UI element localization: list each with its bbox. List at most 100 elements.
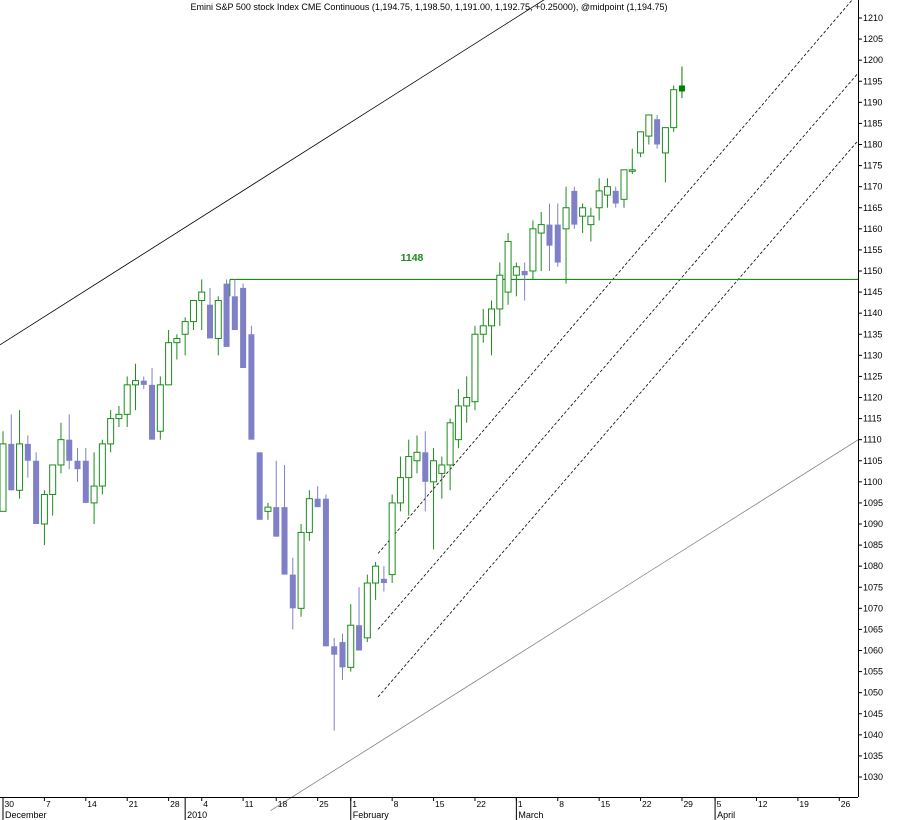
candle xyxy=(512,262,520,297)
candle xyxy=(248,325,255,440)
price-tick-label: 1210 xyxy=(863,13,883,23)
candle xyxy=(637,131,645,158)
candle-body xyxy=(256,452,263,520)
candle-body xyxy=(405,456,413,479)
price-tick-label: 1030 xyxy=(863,772,883,782)
channel-lower-dashed xyxy=(377,140,859,698)
candle-body xyxy=(198,291,206,302)
candle xyxy=(339,633,346,681)
lower-trend-line xyxy=(270,439,859,812)
candle-body xyxy=(289,574,296,609)
candle xyxy=(289,557,296,630)
candle-body xyxy=(98,443,106,487)
price-tick-label: 1180 xyxy=(863,140,882,150)
candle xyxy=(504,233,512,305)
price-tick-label: 1045 xyxy=(863,709,883,719)
candle xyxy=(405,439,413,516)
candle xyxy=(488,300,496,356)
date-tick-label: 26 xyxy=(841,799,851,809)
candle xyxy=(562,186,570,284)
candle xyxy=(149,367,156,440)
candle xyxy=(356,587,363,651)
level-label: 1148 xyxy=(401,252,424,264)
price-tick-label: 1060 xyxy=(863,646,883,656)
date-tick-label: 18 xyxy=(278,799,288,809)
date-tick-label: 30 xyxy=(5,799,15,809)
candle xyxy=(372,561,380,600)
price-tick-label: 1130 xyxy=(863,350,882,360)
candle xyxy=(240,283,247,368)
candle xyxy=(115,405,123,428)
candle xyxy=(16,410,24,499)
month-label: February xyxy=(353,810,390,820)
price-tick-label: 1040 xyxy=(863,730,883,740)
candle xyxy=(107,410,115,453)
price-tick-label: 1105 xyxy=(863,456,882,466)
month-label: April xyxy=(717,810,735,820)
candle xyxy=(579,203,587,234)
date-tick-label: 15 xyxy=(435,799,445,809)
channel-mid-dashed xyxy=(377,72,859,630)
candle-body xyxy=(281,507,288,575)
plot-area xyxy=(0,0,858,797)
candle-body xyxy=(339,642,346,668)
candle-body xyxy=(571,190,578,225)
candle-body xyxy=(74,460,81,470)
date-tick-label: 8 xyxy=(559,799,564,809)
candle-body xyxy=(471,333,479,403)
candle xyxy=(438,456,446,499)
candle-body xyxy=(16,443,24,491)
candle-body xyxy=(637,131,645,154)
candle xyxy=(463,376,471,423)
price-tick-label: 1170 xyxy=(863,182,882,192)
candle-body xyxy=(661,127,669,154)
candle-body xyxy=(207,304,213,339)
price-tick-label: 1140 xyxy=(863,308,882,318)
candle-body xyxy=(587,215,595,226)
candle xyxy=(189,300,197,331)
candle xyxy=(654,114,661,149)
candle-body xyxy=(149,384,156,440)
candle-body xyxy=(131,380,139,386)
date-tick-label: 22 xyxy=(642,799,652,809)
candle-body xyxy=(430,460,438,483)
candle-body xyxy=(223,283,230,347)
candle-body xyxy=(620,169,628,200)
candle xyxy=(587,207,595,242)
price-tick-label: 1115 xyxy=(863,414,882,424)
candle xyxy=(273,460,280,537)
candle xyxy=(231,279,238,331)
price-tick-label: 1075 xyxy=(863,582,883,592)
candle-body xyxy=(670,89,678,129)
candle xyxy=(98,439,106,495)
candle xyxy=(521,262,528,301)
candle-body xyxy=(305,498,313,533)
candle-body xyxy=(0,443,7,512)
candle-body xyxy=(82,460,89,503)
month-label: 2010 xyxy=(187,810,207,820)
price-tick-label: 1100 xyxy=(863,477,882,487)
chart-title: Emini S&P 500 stock Index CME Continuous… xyxy=(190,2,667,12)
candle-body xyxy=(380,578,387,584)
candle-body xyxy=(115,413,123,420)
candle-body xyxy=(678,85,685,92)
date-tick-label: 5 xyxy=(717,799,722,809)
month-label: December xyxy=(5,810,47,820)
candle xyxy=(479,308,487,343)
candle xyxy=(380,566,387,592)
candle xyxy=(603,178,611,208)
candle xyxy=(82,448,89,503)
candle-body xyxy=(356,625,363,651)
price-tick-label: 1110 xyxy=(863,435,882,445)
candle xyxy=(537,211,545,271)
candle-body xyxy=(504,240,512,293)
price-tick-label: 1135 xyxy=(863,329,882,339)
candle-body xyxy=(595,190,603,209)
candle xyxy=(49,464,57,516)
price-tick-label: 1070 xyxy=(863,603,883,613)
candle-body xyxy=(322,498,329,647)
channel-upper-dashed xyxy=(377,0,853,554)
candle xyxy=(471,325,479,411)
candle xyxy=(207,287,213,339)
price-tick-label: 1090 xyxy=(863,519,883,529)
